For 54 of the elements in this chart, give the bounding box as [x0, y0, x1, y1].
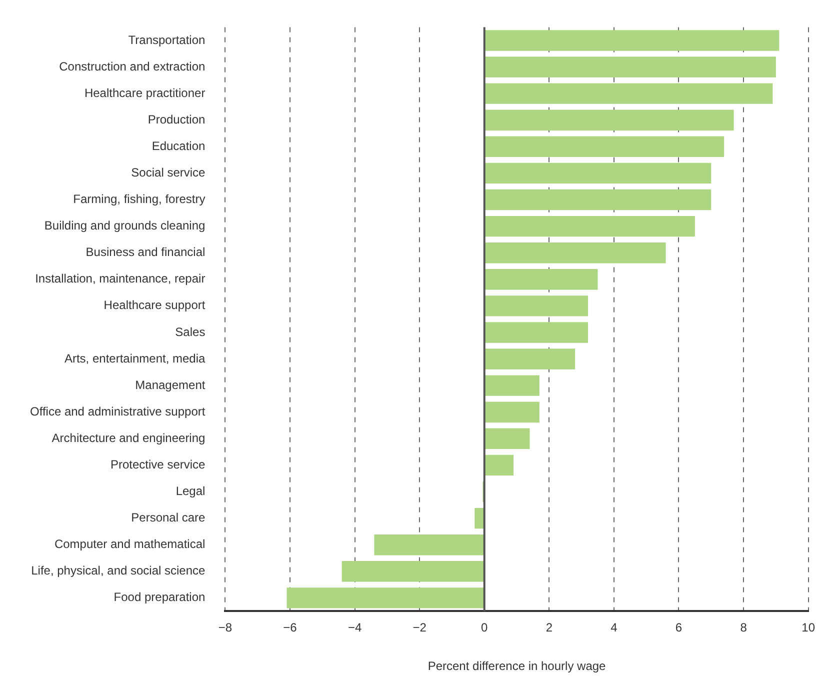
bar: [484, 428, 530, 450]
x-tick-label: −8: [218, 620, 232, 635]
y-tick-label: Food preparation: [114, 590, 206, 604]
bar: [484, 348, 576, 370]
bar: [484, 110, 734, 130]
y-tick-label: Protective service: [110, 458, 206, 472]
bar: [484, 56, 776, 78]
x-tick-label: 10: [802, 620, 816, 635]
x-tick-label: 8: [740, 620, 748, 635]
x-tick-label: 2: [546, 620, 553, 635]
y-tick-label: Healthcare practitioner: [84, 86, 206, 100]
bar: [286, 588, 484, 608]
y-tick-label: Building and grounds cleaning: [44, 218, 206, 233]
bar: [484, 216, 695, 237]
y-tick-label: Farming, fishing, forestry: [73, 192, 206, 206]
y-tick-label: Personal care: [131, 510, 206, 525]
x-tick-label: 4: [610, 620, 618, 635]
y-tick-label: Life, physical, and social science: [31, 564, 206, 578]
y-tick-label: Sales: [175, 324, 206, 339]
y-tick-label: Transportation: [128, 32, 206, 47]
x-tick-label: 0: [481, 620, 488, 635]
y-tick-label: Management: [135, 378, 206, 392]
bar: [484, 269, 598, 290]
y-tick-label: Social service: [131, 166, 206, 180]
y-tick-label: Business and financial: [86, 245, 206, 260]
bar: [474, 508, 484, 529]
y-tick-label: Construction and extraction: [59, 59, 206, 74]
y-tick-label: Office and administrative support: [30, 404, 206, 418]
bar: [484, 30, 780, 51]
bar: [484, 296, 588, 316]
bar: [484, 375, 540, 396]
bar: [484, 242, 666, 264]
x-tick-label: −6: [283, 620, 298, 635]
bar: [374, 534, 484, 556]
bar: [484, 402, 540, 422]
bar: [342, 561, 484, 582]
y-tick-label: Education: [152, 138, 206, 153]
y-tick-label: Healthcare support: [104, 298, 206, 312]
y-tick-label: Production: [148, 112, 206, 126]
bar: [484, 322, 588, 343]
x-tick-label: 6: [675, 620, 682, 635]
bar: [484, 189, 712, 210]
y-tick-label: Architecture and engineering: [52, 430, 206, 445]
x-tick-label: −4: [348, 620, 362, 635]
bar: [484, 136, 724, 158]
bar: [484, 162, 712, 184]
y-tick-label: Installation, maintenance, repair: [35, 272, 206, 286]
x-axis-title: Percent difference in hourly wage: [428, 659, 606, 674]
bar: [484, 83, 773, 104]
y-tick-label: Arts, entertainment, media: [64, 351, 206, 366]
y-tick-label: Computer and mathematical: [54, 537, 206, 552]
bar: [484, 454, 514, 476]
x-tick-label: −2: [412, 620, 427, 635]
y-tick-label: Legal: [176, 484, 206, 498]
